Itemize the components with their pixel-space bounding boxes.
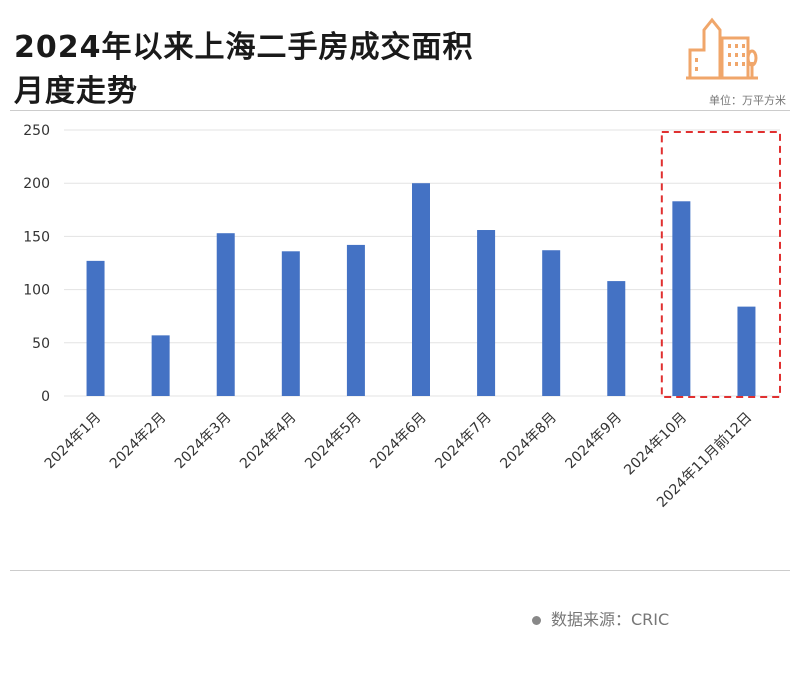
y-tick-label: 50 [32, 336, 50, 352]
x-tick-label: 2024年10月 [621, 410, 690, 479]
bar [216, 233, 235, 396]
unit-label: 单位：万平方米 [709, 94, 786, 107]
bar [607, 281, 626, 396]
bar [737, 306, 756, 396]
x-tick-label: 2024年9月 [562, 410, 625, 473]
x-tick-label: 2024年5月 [302, 410, 365, 473]
building-icon [686, 17, 758, 80]
bar [151, 335, 170, 396]
x-tick-label: 2024年3月 [172, 410, 235, 473]
y-tick-label: 150 [23, 229, 50, 245]
bar [672, 201, 691, 396]
y-tick-label: 100 [23, 283, 50, 299]
x-tick-label: 2024年6月 [367, 410, 430, 473]
bar [477, 230, 496, 396]
bullet-icon [532, 616, 541, 625]
y-tick-label: 250 [23, 123, 50, 139]
x-tick-label: 2024年4月 [237, 410, 300, 473]
x-tick-label: 2024年8月 [497, 410, 560, 473]
bar [412, 183, 430, 396]
divider [10, 110, 790, 111]
y-tick-label: 0 [41, 389, 50, 405]
bar [542, 250, 561, 396]
x-tick-label: 2024年1月 [42, 410, 105, 473]
chart-title-line1: 2024年以来上海二手房成交面积 [14, 30, 474, 65]
divider [10, 570, 790, 571]
source-text: 数据来源：CRIC [551, 610, 670, 629]
x-tick-label: 2024年2月 [107, 410, 170, 473]
chart-title-line2: 月度走势 [14, 74, 138, 109]
source-note: 数据来源：CRIC [532, 606, 669, 630]
bar [346, 244, 365, 396]
y-tick-label: 200 [23, 176, 50, 192]
x-tick-label: 2024年7月 [432, 410, 495, 473]
bar [281, 251, 300, 396]
bar [86, 260, 105, 396]
